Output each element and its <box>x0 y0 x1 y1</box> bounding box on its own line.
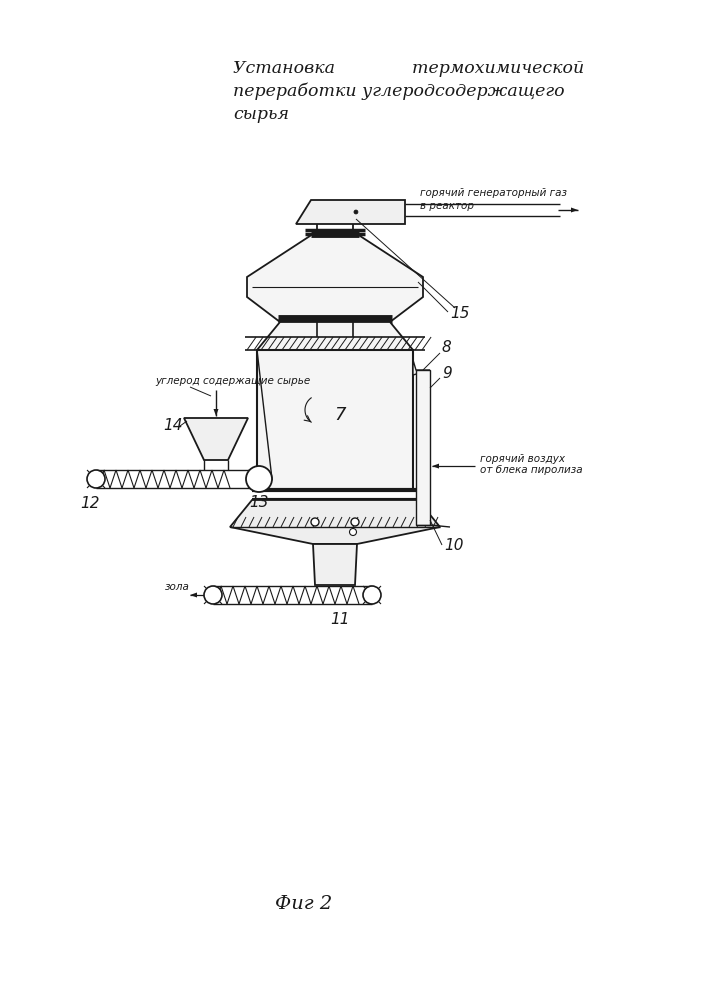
Text: 13: 13 <box>249 495 269 510</box>
Text: 10: 10 <box>444 538 464 553</box>
Polygon shape <box>296 200 405 224</box>
Polygon shape <box>432 464 439 469</box>
Polygon shape <box>190 592 197 597</box>
Text: 9: 9 <box>442 366 452 381</box>
Text: углерод содержащие сырье: углерод содержащие сырье <box>155 376 310 386</box>
Text: 14: 14 <box>163 418 182 433</box>
Bar <box>257 350 413 490</box>
Polygon shape <box>184 418 248 460</box>
Text: в реактор: в реактор <box>420 201 474 211</box>
Text: сырья: сырья <box>233 106 289 123</box>
Text: 7: 7 <box>334 406 346 424</box>
Circle shape <box>248 470 266 488</box>
Text: 12: 12 <box>80 496 100 511</box>
Circle shape <box>87 470 105 488</box>
Polygon shape <box>230 500 440 544</box>
Text: от блека пиролиза: от блека пиролиза <box>480 465 583 475</box>
Text: зола: зола <box>165 582 190 592</box>
Polygon shape <box>214 409 218 416</box>
Circle shape <box>204 586 222 604</box>
Circle shape <box>246 466 272 492</box>
Text: Установка              термохимической: Установка термохимической <box>233 60 584 77</box>
Text: 8: 8 <box>442 340 452 355</box>
Text: горячий генераторный газ: горячий генераторный газ <box>420 188 567 198</box>
Circle shape <box>349 528 356 536</box>
Bar <box>416 370 430 525</box>
Polygon shape <box>257 322 413 350</box>
Text: Фиг 2: Фиг 2 <box>275 895 332 913</box>
Text: 15: 15 <box>450 306 469 321</box>
Polygon shape <box>313 544 357 585</box>
Polygon shape <box>247 234 423 322</box>
Polygon shape <box>413 360 430 375</box>
Circle shape <box>363 586 381 604</box>
Circle shape <box>311 518 319 526</box>
Text: 11: 11 <box>330 612 350 627</box>
Circle shape <box>354 210 358 214</box>
Text: горячий воздух: горячий воздух <box>480 454 565 464</box>
Circle shape <box>351 518 359 526</box>
Polygon shape <box>571 208 578 213</box>
Text: переработки углеродсодержащего: переработки углеродсодержащего <box>233 83 565 101</box>
